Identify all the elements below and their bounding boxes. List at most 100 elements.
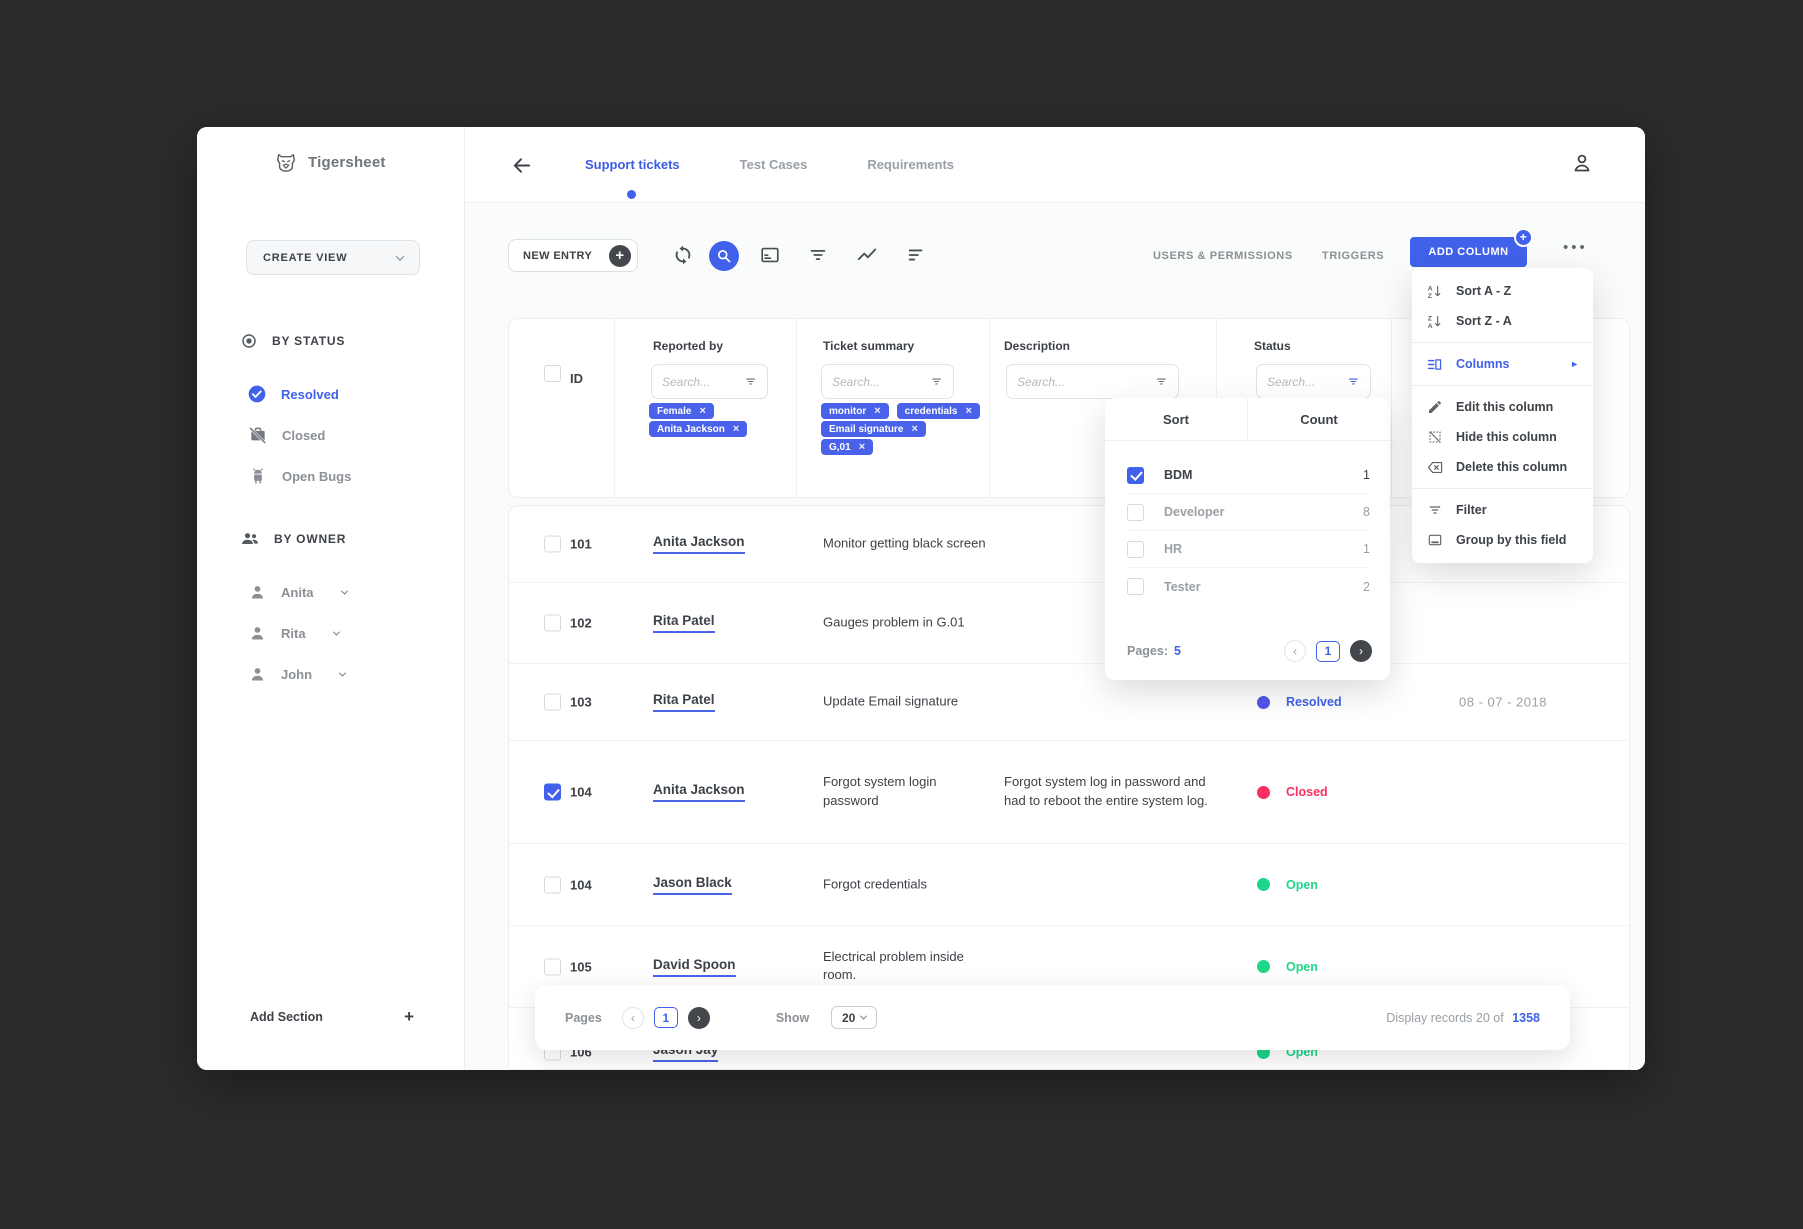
current-page-input[interactable]: 1 xyxy=(1316,640,1340,662)
option-checkbox[interactable] xyxy=(1127,578,1144,595)
chevron-down-icon[interactable] xyxy=(332,628,340,636)
menu-item-group-by[interactable]: Group by this field xyxy=(1412,525,1593,555)
tab-support-tickets[interactable]: Support tickets xyxy=(585,157,680,172)
filter-option-hr[interactable]: HR 1 xyxy=(1127,531,1370,568)
more-options-icon[interactable]: ••• xyxy=(1563,239,1588,256)
prev-page-button[interactable]: ‹ xyxy=(1284,640,1306,662)
row-checkbox-checked[interactable] xyxy=(544,783,561,801)
tab-test-cases[interactable]: Test Cases xyxy=(739,157,808,172)
status-dot xyxy=(1257,785,1270,799)
filter-icon[interactable] xyxy=(744,375,757,388)
menu-item-sort-az[interactable]: Sort A - Z xyxy=(1412,276,1593,306)
filter-icon[interactable] xyxy=(930,375,943,388)
row-checkbox[interactable] xyxy=(544,614,561,632)
user-profile-icon[interactable] xyxy=(1570,151,1594,175)
close-icon[interactable]: × xyxy=(874,405,881,417)
filter-chip[interactable]: Anita Jackson × xyxy=(649,421,748,437)
sidebar-item-owner-rita[interactable]: Rita xyxy=(248,624,340,643)
filter-option-bdm[interactable]: BDM 1 xyxy=(1127,457,1370,494)
close-icon[interactable]: × xyxy=(732,423,740,435)
menu-item-columns[interactable]: Columns ► xyxy=(1412,349,1593,379)
option-checkbox[interactable] xyxy=(1127,540,1144,558)
filter-icon[interactable] xyxy=(807,244,829,266)
close-icon[interactable]: × xyxy=(699,405,706,417)
status-label: Resolved xyxy=(1286,695,1342,709)
filter-icon xyxy=(1426,502,1443,518)
column-divider xyxy=(614,319,615,497)
row-checkbox[interactable] xyxy=(544,535,561,553)
reported-by-link[interactable]: Rita Patel xyxy=(653,692,715,712)
pages-label: Pages: xyxy=(1127,644,1168,658)
filter-option-developer[interactable]: Developer 8 xyxy=(1127,494,1370,531)
page-size-select[interactable]: 20 xyxy=(831,1006,878,1029)
tab-requirements[interactable]: Requirements xyxy=(867,157,955,172)
menu-item-hide-column[interactable]: Hide this column xyxy=(1412,422,1593,452)
chevron-down-icon[interactable] xyxy=(340,587,348,595)
filter-chip[interactable]: G,01 × xyxy=(821,439,874,455)
add-section-button[interactable]: Add Section + xyxy=(250,1007,414,1027)
users-permissions-link[interactable]: USERS & PERMISSIONS xyxy=(1153,250,1293,262)
table-row: 104 Jason Black Forgot credentials Open xyxy=(509,844,1629,926)
sort-lines-icon[interactable] xyxy=(906,244,928,266)
reported-by-link[interactable]: Rita Patel xyxy=(653,613,715,633)
reported-by-link[interactable]: Jason Black xyxy=(653,875,732,895)
reported-by-link[interactable]: Anita Jackson xyxy=(653,782,745,802)
column-header-reported-by: Reported by xyxy=(653,339,724,353)
menu-item-label: Group by this field xyxy=(1456,533,1567,547)
filter-chip[interactable]: credentials × xyxy=(896,403,980,419)
check-circle-icon xyxy=(247,384,267,404)
create-view-button[interactable]: CREATE VIEW xyxy=(246,240,420,275)
menu-item-sort-za[interactable]: Sort Z - A xyxy=(1412,306,1593,336)
filter-icon-active[interactable] xyxy=(1347,375,1360,388)
status-label: Open xyxy=(1286,877,1318,892)
sidebar-item-open-bugs[interactable]: Open Bugs xyxy=(248,466,351,486)
select-all-checkbox[interactable] xyxy=(544,365,561,382)
menu-item-label: Columns xyxy=(1456,357,1510,371)
triggers-link[interactable]: TRIGGERS xyxy=(1322,250,1385,262)
row-checkbox[interactable] xyxy=(544,876,561,893)
reported-by-link[interactable]: Anita Jackson xyxy=(653,534,745,554)
option-checkbox[interactable] xyxy=(1127,503,1144,521)
close-icon[interactable]: × xyxy=(965,405,972,417)
trend-chart-icon[interactable] xyxy=(856,244,878,266)
row-checkbox[interactable] xyxy=(544,958,561,975)
menu-item-edit-column[interactable]: Edit this column xyxy=(1412,392,1593,422)
add-column-button[interactable]: ADD COLUMN + xyxy=(1410,228,1533,267)
filter-chip[interactable]: Email signature × xyxy=(821,421,926,437)
popup-tab-sort[interactable]: Sort xyxy=(1105,398,1248,440)
search-placeholder: Search... xyxy=(832,374,881,389)
close-icon[interactable]: × xyxy=(911,423,918,435)
next-page-button[interactable]: › xyxy=(687,1006,710,1029)
ticket-summary-search-input[interactable]: Search... xyxy=(821,364,954,399)
form-view-icon[interactable] xyxy=(759,244,781,266)
prev-page-button[interactable]: ‹ xyxy=(621,1006,644,1029)
reported-by-search-input[interactable]: Search... xyxy=(651,364,768,399)
row-checkbox[interactable] xyxy=(544,693,561,711)
filter-chip[interactable]: Female × xyxy=(649,403,714,419)
next-page-button[interactable]: › xyxy=(1350,640,1372,662)
search-icon[interactable] xyxy=(709,241,739,271)
refresh-icon[interactable] xyxy=(672,244,694,266)
sidebar-item-owner-john[interactable]: John xyxy=(248,665,347,684)
chip-label: G,01 xyxy=(829,441,851,453)
chevron-down-icon[interactable] xyxy=(339,669,347,677)
option-checkbox-checked[interactable] xyxy=(1127,466,1144,484)
reported-by-link[interactable]: David Spoon xyxy=(653,957,736,977)
status-search-input[interactable]: Search... xyxy=(1256,364,1371,399)
status-label: Closed xyxy=(1286,785,1328,799)
back-arrow-icon[interactable] xyxy=(510,154,533,177)
popup-tab-count[interactable]: Count xyxy=(1300,411,1338,427)
filter-option-tester[interactable]: Tester 2 xyxy=(1127,568,1370,605)
description-search-input[interactable]: Search... xyxy=(1006,364,1179,399)
new-entry-button[interactable]: NEW ENTRY + xyxy=(508,239,638,272)
filter-icon[interactable] xyxy=(1155,375,1168,388)
status-target-icon xyxy=(240,332,258,350)
filter-chip[interactable]: monitor × xyxy=(821,403,889,419)
sidebar-item-resolved[interactable]: Resolved xyxy=(247,384,339,404)
menu-item-filter[interactable]: Filter xyxy=(1412,495,1593,525)
menu-item-delete-column[interactable]: Delete this column xyxy=(1412,452,1593,482)
current-page-input[interactable]: 1 xyxy=(653,1007,678,1028)
sidebar-item-owner-anita[interactable]: Anita xyxy=(248,583,348,602)
close-icon[interactable]: × xyxy=(858,441,866,453)
sidebar-item-closed[interactable]: Closed xyxy=(248,425,325,445)
